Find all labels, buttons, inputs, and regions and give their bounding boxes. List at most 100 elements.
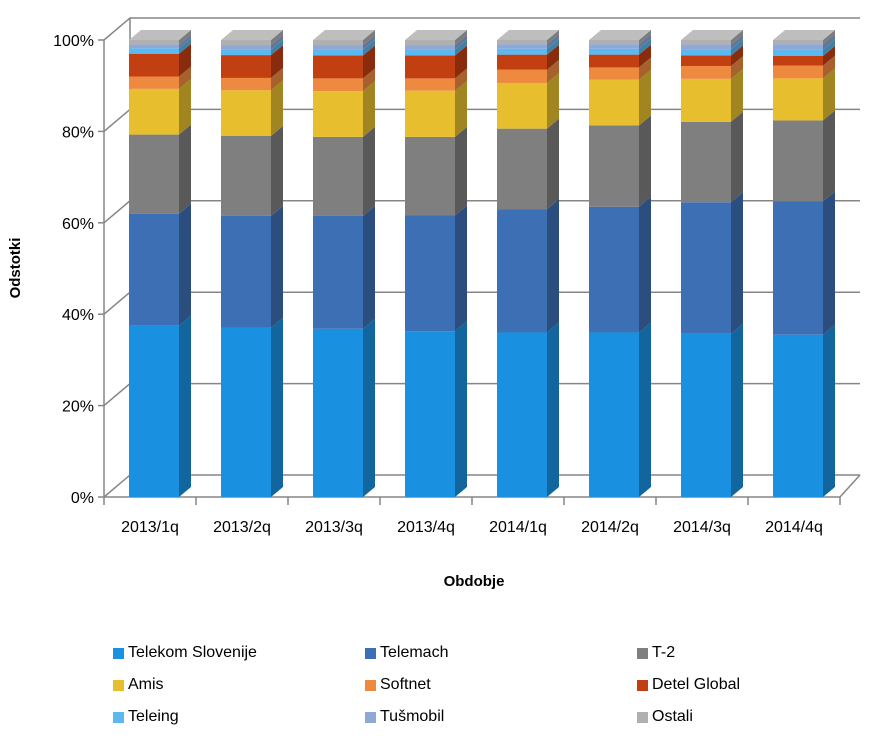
legend-swatch xyxy=(637,679,648,691)
legend-swatch xyxy=(113,647,124,659)
legend-item: Teleing xyxy=(113,708,179,726)
bar-segment xyxy=(681,66,731,79)
bar-top-face xyxy=(221,30,283,40)
bar-segment xyxy=(681,44,731,50)
stacked-bar-chart: 0% 20% 40% 60% 80% 100% 2013/1q 2013/2q 2013/3q… xyxy=(7,17,861,590)
bar-segment-side xyxy=(455,126,467,216)
bars xyxy=(129,30,835,497)
bar-segment-side xyxy=(271,205,283,328)
bar-segment-side xyxy=(639,322,651,497)
bar-segment xyxy=(773,44,823,50)
bar-segment-side xyxy=(363,30,375,46)
bar-segment xyxy=(313,136,363,216)
bar-top-face xyxy=(313,30,375,40)
bar-segment xyxy=(589,125,639,207)
bar-segment xyxy=(129,44,179,49)
bar-segment-side xyxy=(271,30,283,46)
bar-segment-side xyxy=(271,67,283,91)
x-tick-label: 2014/4q xyxy=(765,519,823,536)
bar-top-face xyxy=(773,30,835,40)
bar-segment-side xyxy=(271,317,283,497)
bar-segment-side xyxy=(731,68,743,122)
bar-segment xyxy=(221,77,271,91)
legend-swatch xyxy=(113,679,124,691)
legend-label: Tušmobil xyxy=(380,708,445,725)
bar-segment-side xyxy=(547,199,559,333)
legend-label: Detel Global xyxy=(652,676,741,693)
bar-segment xyxy=(773,78,823,121)
bar-segment xyxy=(313,49,363,56)
bar-segment xyxy=(129,76,179,89)
legend-item: Telekom Slovenije xyxy=(113,644,257,662)
bar-segment-side xyxy=(271,125,283,216)
bar-segment-side xyxy=(823,191,835,335)
bar-segment xyxy=(313,78,363,92)
bar-segment xyxy=(313,328,363,497)
x-tick-label: 2013/4q xyxy=(397,519,455,536)
bar-segment-side xyxy=(271,35,283,50)
bar-segment xyxy=(405,90,455,137)
legend-item: Softnet xyxy=(365,676,431,694)
legend-item: T-2 xyxy=(637,644,675,662)
legend-label: Telemach xyxy=(380,644,449,661)
bar-segment-side xyxy=(547,59,559,83)
y-tick-label: 80% xyxy=(62,124,94,141)
bar-segment xyxy=(589,79,639,126)
bar-segment xyxy=(589,206,639,333)
bar-segment-side xyxy=(731,323,743,497)
bar-top-face xyxy=(497,30,559,40)
bar-segment xyxy=(497,44,547,49)
bar-segment-side xyxy=(731,45,743,67)
legend-swatch xyxy=(365,711,376,723)
x-axis-label: Obdobje xyxy=(444,573,505,590)
bar-segment-side xyxy=(547,44,559,70)
bar-segment xyxy=(221,135,271,216)
bar-segment-side xyxy=(455,39,467,56)
bar-segment-side xyxy=(639,34,651,49)
bar-segment xyxy=(313,55,363,79)
bar-segment xyxy=(129,88,179,135)
bar-segment xyxy=(681,49,731,56)
legend-swatch xyxy=(365,679,376,691)
bar-segment-side xyxy=(547,118,559,210)
legend-swatch xyxy=(637,711,648,723)
bar-segment xyxy=(497,69,547,83)
x-tick-label: 2013/1q xyxy=(121,519,179,536)
bar-segment-side xyxy=(179,34,191,49)
bar-segment xyxy=(405,45,455,50)
bar-segment-side xyxy=(455,45,467,79)
bar-stack xyxy=(129,30,191,497)
bar-segment xyxy=(313,91,363,137)
y-tick-label: 60% xyxy=(62,216,94,233)
bar-segment-side xyxy=(179,66,191,89)
bar-segment xyxy=(405,40,455,46)
bar-segment xyxy=(497,40,547,45)
bar-top-face xyxy=(405,30,467,40)
gridline xyxy=(103,200,860,224)
bar-segment-side xyxy=(731,30,743,45)
legend-item: Tušmobil xyxy=(365,708,444,726)
legend-item: Amis xyxy=(113,676,164,694)
bar-segment xyxy=(129,325,179,497)
bar-segment xyxy=(497,54,547,70)
bar-segment-side xyxy=(823,55,835,79)
bar-segment-side xyxy=(823,110,835,202)
bar-segment-side xyxy=(455,205,467,332)
bar-segment xyxy=(497,128,547,210)
floor-edge xyxy=(104,474,861,498)
bar-segment xyxy=(129,213,179,326)
bar-segment-side xyxy=(547,38,559,55)
bar-segment-side xyxy=(271,45,283,78)
bar-segment-side xyxy=(639,44,651,68)
y-tick-label: 40% xyxy=(62,307,94,324)
bar-stack xyxy=(221,30,283,497)
bar-segment xyxy=(221,40,271,46)
bar-stack xyxy=(773,30,835,497)
legend-item: Detel Global xyxy=(637,676,740,694)
bar-segment-side xyxy=(639,69,651,126)
y-axis-label: Odstotki xyxy=(7,238,24,299)
y-tick-labels: 0% 20% 40% 60% 80% 100% xyxy=(53,33,94,507)
bar-segment xyxy=(129,134,179,214)
y-tick-label: 0% xyxy=(71,490,94,507)
bar-segment-side xyxy=(823,34,835,50)
